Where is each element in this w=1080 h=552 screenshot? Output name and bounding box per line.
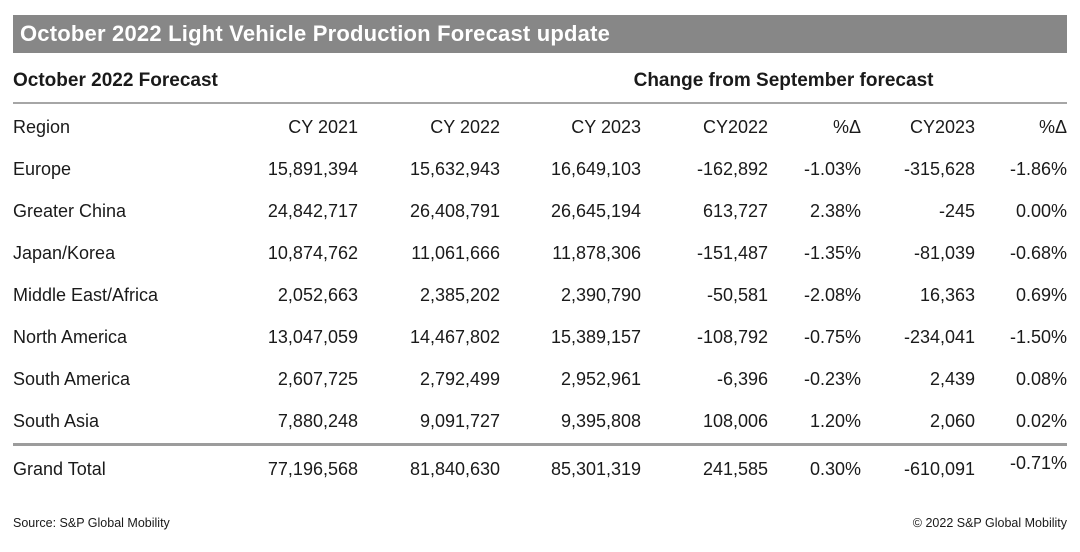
cell-pct-cy2022: 2.38% — [809, 201, 862, 221]
cell-cy2023: 2,952,961 — [560, 369, 642, 389]
cell-pct-cy2023: -1.86% — [1010, 159, 1068, 179]
cell-chg-cy2023: 2,060 — [929, 411, 976, 431]
cell-cy2023: 15,389,157 — [550, 327, 642, 347]
table-row-middle-east-africa: Middle East/Africa 2,052,663 2,385,202 2… — [13, 275, 1067, 317]
cell-pct-cy2023: -1.50% — [1010, 327, 1068, 347]
cell-pct-cy2023: -0.71% — [975, 443, 1068, 492]
footer: Source: S&P Global Mobility © 2022 S&P G… — [13, 516, 1067, 530]
col-header-pct-delta-2: %Δ — [1039, 117, 1068, 137]
cell-pct-cy2022: -0.23% — [803, 369, 862, 389]
cell-chg-cy2023: -315,628 — [903, 159, 976, 179]
cell-cy2022: 15,632,943 — [409, 159, 501, 179]
cell-region: South Asia — [13, 411, 100, 431]
cell-region: Greater China — [13, 201, 127, 221]
cell-cy2021: 2,607,725 — [277, 369, 358, 389]
col-header-pct-delta-1: %Δ — [833, 117, 862, 137]
cell-pct-cy2022: -0.75% — [803, 327, 862, 347]
cell-pct-cy2022: -2.08% — [803, 285, 862, 305]
cell-pct-cy2023: 0.02% — [1016, 411, 1068, 431]
cell-cy2021: 7,880,248 — [277, 411, 358, 431]
cell-region: Europe — [13, 159, 72, 179]
page-title: October 2022 Light Vehicle Production Fo… — [13, 15, 1067, 53]
cell-cy2022: 11,061,666 — [411, 243, 501, 263]
col-header-region: Region — [13, 117, 71, 137]
cell-chg-cy2023: -81,039 — [913, 243, 976, 263]
cell-region: South America — [13, 369, 131, 389]
col-header-chg-cy2022: CY2022 — [702, 117, 769, 137]
cell-region: Japan/Korea — [13, 243, 116, 263]
raised-percent-value: -0.71% — [1010, 453, 1068, 473]
cell-cy2021: 10,874,762 — [267, 243, 358, 263]
cell-cy2023: 9,395,808 — [560, 411, 642, 431]
table-row-europe: Europe 15,891,394 15,632,943 16,649,103 … — [13, 149, 1067, 191]
table-row-south-asia: South Asia 7,880,248 9,091,727 9,395,808… — [13, 401, 1067, 445]
cell-chg-cy2022: -162,892 — [696, 159, 769, 179]
cell-cy2023: 16,649,103 — [550, 159, 642, 179]
cell-cy2023: 85,301,319 — [500, 443, 642, 492]
source-note: Source: S&P Global Mobility — [13, 516, 170, 530]
cell-pct-cy2023: 0.08% — [1016, 369, 1068, 389]
col-header-cy2021: CY 2021 — [288, 117, 358, 137]
cell-chg-cy2022: 241,585 — [641, 443, 769, 492]
cell-chg-cy2022: -108,792 — [696, 327, 769, 347]
cell-cy2021: 13,047,059 — [267, 327, 358, 347]
table-row-south-america: South America 2,607,725 2,792,499 2,952,… — [13, 359, 1067, 401]
cell-cy2022: 2,792,499 — [419, 369, 501, 389]
col-header-chg-cy2023: CY2023 — [909, 117, 976, 137]
cell-cy2022: 81,840,630 — [358, 443, 501, 492]
cell-chg-cy2022: -151,487 — [696, 243, 769, 263]
forecast-table: October 2022 Forecast Change from Septem… — [13, 53, 1068, 492]
cell-cy2022: 2,385,202 — [419, 285, 501, 305]
copyright-note: © 2022 S&P Global Mobility — [912, 516, 1067, 530]
cell-cy2022: 9,091,727 — [419, 411, 501, 431]
cell-cy2023: 26,645,194 — [550, 201, 642, 221]
table-row-japan-korea: Japan/Korea 10,874,762 11,061,666 11,878… — [13, 233, 1067, 275]
cell-cy2022: 26,408,791 — [409, 201, 501, 221]
column-header-row: Region CY 2021 CY 2022 CY 2023 CY2022 %Δ… — [13, 103, 1067, 149]
cell-chg-cy2022: 108,006 — [702, 411, 769, 431]
col-header-cy2023: CY 2023 — [571, 117, 642, 137]
cell-chg-cy2023: 2,439 — [929, 369, 976, 389]
cell-cy2021: 2,052,663 — [277, 285, 358, 305]
cell-region: Grand Total — [13, 443, 213, 492]
cell-region: North America — [13, 327, 128, 347]
cell-pct-cy2023: 0.69% — [1016, 285, 1068, 305]
cell-chg-cy2023: -234,041 — [903, 327, 976, 347]
cell-cy2021: 24,842,717 — [267, 201, 358, 221]
cell-pct-cy2023: -0.68% — [1010, 243, 1068, 263]
cell-pct-cy2022: -1.03% — [803, 159, 862, 179]
cell-cy2023: 11,878,306 — [552, 243, 642, 263]
cell-pct-cy2022: 0.30% — [768, 443, 862, 492]
table-row-greater-china: Greater China 24,842,717 26,408,791 26,6… — [13, 191, 1067, 233]
cell-chg-cy2022: -50,581 — [706, 285, 769, 305]
cell-chg-cy2023: 16,363 — [919, 285, 976, 305]
cell-cy2023: 2,390,790 — [560, 285, 642, 305]
group-header-change: Change from September forecast — [500, 53, 1068, 104]
table-row-north-america: North America 13,047,059 14,467,802 15,3… — [13, 317, 1067, 359]
group-header-row: October 2022 Forecast Change from Septem… — [13, 53, 1068, 104]
cell-cy2021: 77,196,568 — [213, 443, 358, 492]
cell-pct-cy2022: -1.35% — [803, 243, 862, 263]
cell-chg-cy2023: -245 — [939, 201, 976, 221]
col-header-cy2022: CY 2022 — [430, 117, 501, 137]
cell-pct-cy2022: 1.20% — [809, 411, 862, 431]
cell-chg-cy2022: -6,396 — [716, 369, 769, 389]
cell-cy2022: 14,467,802 — [409, 327, 501, 347]
page-container: October 2022 Light Vehicle Production Fo… — [13, 15, 1068, 530]
cell-chg-cy2023: -610,091 — [861, 443, 976, 492]
cell-pct-cy2023: 0.00% — [1016, 201, 1068, 221]
table-row-grand-total: Grand Total 77,196,568 81,840,630 85,301… — [13, 443, 1068, 492]
cell-region: Middle East/Africa — [13, 285, 159, 305]
cell-chg-cy2022: 613,727 — [702, 201, 769, 221]
cell-cy2021: 15,891,394 — [267, 159, 358, 179]
group-header-forecast: October 2022 Forecast — [13, 53, 501, 104]
